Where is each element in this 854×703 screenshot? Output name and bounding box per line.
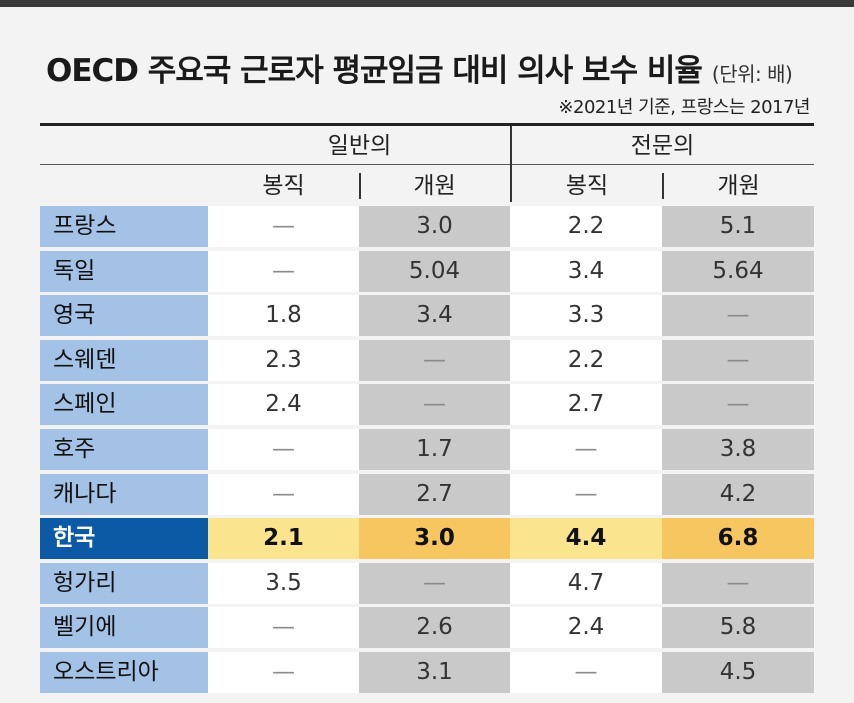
value-cell: 1.8 bbox=[208, 295, 359, 337]
value-cell: 2.2 bbox=[510, 206, 662, 247]
value-cell: 1.7 bbox=[359, 428, 510, 470]
table-row: 스페인 2.4—2.7— bbox=[40, 384, 814, 426]
value-cell: 3.1 bbox=[359, 651, 510, 693]
value-cell: 2.4 bbox=[208, 384, 359, 426]
value-cell: 5.1 bbox=[662, 206, 814, 247]
subhead-divider-1 bbox=[359, 173, 361, 199]
footnote: ※2021년 기준, 프랑스는 2017년 bbox=[558, 97, 810, 118]
value-cell: 3.3 bbox=[510, 295, 662, 337]
country-label: 오스트리아 bbox=[40, 651, 208, 693]
country-label: 스페인 bbox=[40, 384, 208, 426]
table-row: 벨기에 —2.6 2.4 5.8 bbox=[40, 607, 814, 649]
value-cell: 2.7 bbox=[359, 473, 510, 515]
value-cell: 4.4 bbox=[510, 518, 662, 560]
value-cell: — bbox=[208, 428, 359, 470]
value-cell: — bbox=[359, 384, 510, 426]
value-cell: — bbox=[208, 607, 359, 649]
table-row: 캐나다 —2.7—4.2 bbox=[40, 473, 814, 515]
table-row: 프랑스 —3.0 2.2 5.1 bbox=[40, 206, 814, 247]
value-cell: 5.8 bbox=[662, 607, 814, 649]
value-cell: — bbox=[359, 339, 510, 381]
top-rule bbox=[40, 123, 814, 126]
value-cell: 4.5 bbox=[662, 651, 814, 693]
col-header-3: 봉직 bbox=[565, 173, 609, 199]
country-label: 영국 bbox=[40, 295, 208, 337]
col-header-1: 봉직 bbox=[262, 173, 305, 199]
group-rule bbox=[40, 164, 814, 165]
title-text: OECD 주요국 근로자 평균임금 대비 의사 보수 비율 bbox=[46, 53, 703, 89]
country-label: 독일 bbox=[40, 250, 208, 292]
value-cell: 5.64 bbox=[662, 250, 814, 292]
group-divider bbox=[510, 126, 512, 202]
value-cell: — bbox=[359, 562, 510, 604]
value-cell: — bbox=[510, 428, 662, 470]
group-header-general: 일반의 bbox=[327, 133, 392, 159]
table-row: 독일 —5.04 3.4 5.64 bbox=[40, 250, 814, 292]
table-row: 한국 2.1 3.0 4.4 6.8 bbox=[40, 518, 814, 560]
group-header-specialist: 전문의 bbox=[630, 133, 695, 159]
value-cell: 2.3 bbox=[208, 339, 359, 381]
value-cell: 2.7 bbox=[510, 384, 662, 426]
chart-title: OECD 주요국 근로자 평균임금 대비 의사 보수 비율 (단위: 배) bbox=[46, 45, 793, 90]
value-cell: 4.7 bbox=[510, 562, 662, 604]
table-row: 호주 —1.7—3.8 bbox=[40, 428, 814, 470]
value-cell: 6.8 bbox=[662, 518, 814, 560]
table-row: 헝가리 3.5—4.7— bbox=[40, 562, 814, 604]
col-header-2: 개원 bbox=[413, 173, 456, 199]
value-cell: 3.4 bbox=[510, 250, 662, 292]
value-cell: 3.4 bbox=[359, 295, 510, 337]
value-cell: — bbox=[662, 339, 814, 381]
value-cell: 2.1 bbox=[208, 518, 359, 560]
country-label: 프랑스 bbox=[40, 206, 208, 247]
value-cell: 4.2 bbox=[662, 473, 814, 515]
value-cell: — bbox=[510, 473, 662, 515]
value-cell: — bbox=[208, 206, 359, 247]
value-cell: — bbox=[662, 562, 814, 604]
country-label: 벨기에 bbox=[40, 607, 208, 649]
table-row: 오스트리아 —3.1—4.5 bbox=[40, 651, 814, 693]
value-cell: — bbox=[208, 651, 359, 693]
country-label: 스웨덴 bbox=[40, 339, 208, 381]
value-cell: 3.5 bbox=[208, 562, 359, 604]
subhead-divider-2 bbox=[662, 173, 664, 199]
unit-label: (단위: 배) bbox=[711, 62, 793, 86]
value-cell: 3.8 bbox=[662, 428, 814, 470]
value-cell: 2.6 bbox=[359, 607, 510, 649]
value-cell: 3.0 bbox=[359, 518, 510, 560]
value-cell: — bbox=[662, 295, 814, 337]
table-row: 스웨덴 2.3—2.2— bbox=[40, 339, 814, 381]
col-header-4: 개원 bbox=[717, 173, 760, 199]
value-cell: — bbox=[208, 473, 359, 515]
value-cell: 2.4 bbox=[510, 607, 662, 649]
value-cell: — bbox=[208, 250, 359, 292]
country-label: 한국 bbox=[40, 518, 208, 560]
value-cell: 2.2 bbox=[510, 339, 662, 381]
value-cell: — bbox=[510, 651, 662, 693]
country-label: 캐나다 bbox=[40, 473, 208, 515]
table-body: 프랑스 —3.0 2.2 5.1 독일 —5.04 3.4 5.64 영국 1.8 3.4 3.3— 스… bbox=[40, 206, 814, 697]
table-row: 영국 1.8 3.4 3.3— bbox=[40, 295, 814, 337]
country-label: 호주 bbox=[40, 428, 208, 470]
value-cell: 3.0 bbox=[359, 206, 510, 247]
value-cell: 5.04 bbox=[359, 250, 510, 292]
value-cell: — bbox=[662, 384, 814, 426]
country-label: 헝가리 bbox=[40, 562, 208, 604]
